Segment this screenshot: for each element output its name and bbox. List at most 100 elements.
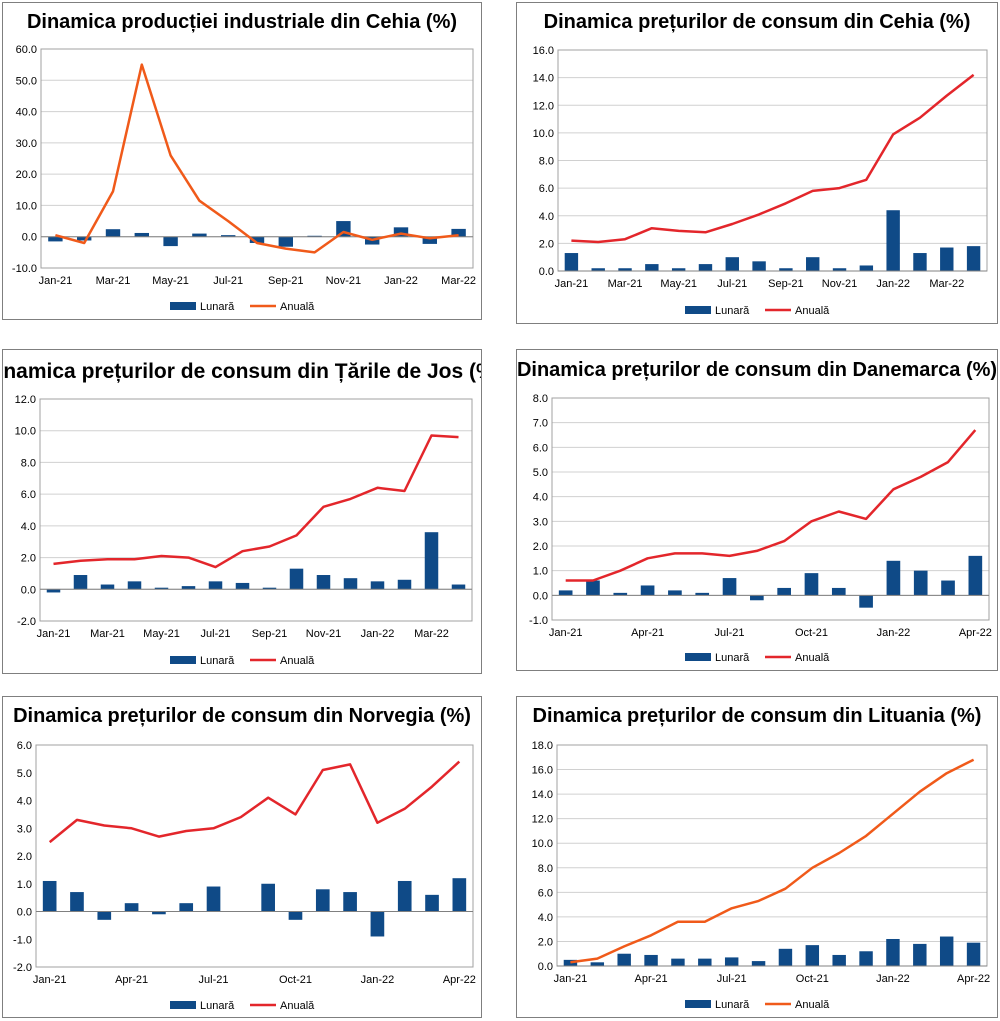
bar-monthly-may-21	[154, 587, 169, 590]
y-tick-label: -1.0	[13, 934, 32, 946]
chart-panel-cz-cpi: Dinamica prețurilor de consum din Cehia …	[516, 2, 998, 324]
x-tick-label: Mar-21	[608, 278, 643, 290]
y-tick-label: 0.0	[17, 907, 32, 919]
bar-monthly-jul-21	[722, 578, 737, 596]
bar-monthly-sep-21	[278, 236, 293, 247]
x-tick-label: Jan-22	[876, 278, 910, 290]
x-tick-label: May-21	[660, 278, 697, 290]
x-tick-label: Jul-21	[201, 628, 231, 640]
x-tick-label: Apr-22	[443, 974, 476, 986]
bar-monthly-nov-21	[831, 587, 846, 596]
bar-monthly-sep-21	[262, 587, 277, 590]
y-tick-label: 2.0	[21, 553, 36, 565]
bar-monthly-mar-21	[105, 229, 121, 237]
y-tick-label: 5.0	[533, 467, 548, 479]
y-tick-label: 4.0	[539, 211, 554, 223]
bar-monthly-apr-21	[640, 585, 655, 596]
bar-monthly-jan-22	[886, 560, 901, 596]
y-tick-label: 3.0	[533, 516, 548, 528]
y-tick-label: 16.0	[532, 765, 553, 777]
y-tick-label: 0.0	[538, 961, 553, 973]
legend-label-monthly: Lunară	[715, 652, 750, 664]
x-tick-label: Nov-21	[306, 628, 341, 640]
y-tick-label: 0.0	[533, 590, 548, 602]
y-tick-label: 5.0	[17, 768, 32, 780]
plot-area	[36, 745, 473, 967]
y-tick-label: 8.0	[21, 457, 36, 469]
y-tick-label: 10.0	[15, 426, 36, 438]
x-tick-label: Jul-21	[717, 973, 747, 985]
bar-monthly-sep-21	[777, 587, 791, 596]
x-tick-label: Apr-21	[631, 627, 664, 639]
bar-monthly-mar-22	[939, 936, 954, 966]
bar-monthly-jan-22	[393, 227, 409, 237]
bar-monthly-jan-22	[370, 911, 385, 937]
y-tick-label: 6.0	[539, 183, 554, 195]
y-tick-label: 3.0	[17, 823, 32, 835]
x-tick-label: Jul-21	[717, 278, 747, 290]
bar-monthly-jan-21	[48, 236, 63, 242]
legend-swatch-monthly	[685, 306, 711, 314]
bar-monthly-jan-21	[42, 880, 57, 912]
bar-monthly-jun-21	[698, 958, 712, 966]
line-annual	[48, 760, 461, 844]
y-tick-label: 2.0	[538, 936, 553, 948]
y-tick-label: 30.0	[16, 138, 37, 150]
bar-monthly-apr-22	[968, 555, 983, 596]
chart-svg-no-cpi: Dinamica prețurilor de consum din Norveg…	[13, 705, 476, 1012]
y-tick-label: 40.0	[16, 107, 37, 119]
x-tick-label: Jan-21	[39, 275, 73, 287]
y-tick-label: 2.0	[539, 238, 554, 250]
bar-monthly-oct-21	[289, 568, 304, 590]
x-tick-label: Oct-21	[796, 973, 829, 985]
bar-monthly-may-21	[671, 958, 685, 966]
legend-swatch-monthly	[685, 1000, 711, 1008]
bar-monthly-apr-21	[134, 232, 149, 237]
x-tick-label: Jan-21	[549, 627, 583, 639]
x-tick-label: Sep-21	[768, 278, 803, 290]
y-tick-label: 1.0	[533, 566, 548, 578]
bar-monthly-sep-21	[778, 948, 793, 966]
y-tick-label: 10.0	[532, 838, 553, 850]
x-tick-label: Jul-21	[199, 974, 229, 986]
bar-monthly-sep-21	[779, 268, 793, 271]
bar-monthly-apr-21	[124, 903, 139, 912]
y-tick-label: 10.0	[16, 200, 37, 212]
bar-monthly-mar-21	[97, 911, 112, 920]
x-tick-label: Jan-21	[555, 278, 589, 290]
x-tick-label: May-21	[152, 275, 189, 287]
bar-monthly-apr-21	[645, 264, 659, 271]
bar-monthly-nov-21	[832, 954, 846, 966]
bar-monthly-jun-21	[698, 264, 713, 271]
bar-monthly-nov-21	[315, 889, 330, 912]
x-tick-label: Nov-21	[326, 275, 361, 287]
bar-monthly-apr-22	[966, 246, 981, 271]
bar-monthly-jun-21	[192, 233, 207, 237]
x-tick-label: Mar-21	[90, 628, 125, 640]
x-tick-label: Jan-22	[384, 275, 418, 287]
x-tick-label: Sep-21	[268, 275, 303, 287]
bar-monthly-jul-21	[221, 235, 236, 237]
chart-title: Dinamica prețurilor de consum din Țările…	[3, 360, 481, 383]
legend-swatch-monthly	[685, 653, 711, 661]
x-tick-label: Jan-21	[554, 973, 588, 985]
x-tick-label: Apr-22	[959, 627, 992, 639]
y-tick-label: -2.0	[13, 962, 32, 974]
bar-monthly-feb-21	[586, 580, 600, 596]
y-tick-label: 4.0	[538, 912, 553, 924]
y-tick-label: 60.0	[16, 44, 37, 56]
legend-label-monthly: Lunară	[715, 305, 750, 317]
y-tick-label: 6.0	[538, 887, 553, 899]
bar-monthly-dec-21	[859, 951, 873, 966]
bar-monthly-may-21	[671, 268, 686, 271]
y-tick-label: 8.0	[538, 863, 553, 875]
bar-monthly-feb-22	[913, 943, 927, 966]
legend-label-monthly: Lunară	[200, 301, 235, 313]
chart-title: Dinamica prețurilor de consum din Cehia …	[544, 11, 971, 33]
bar-monthly-feb-21	[591, 268, 605, 271]
plot-border	[35, 744, 474, 968]
bar-monthly-nov-21	[832, 268, 847, 271]
x-tick-label: Mar-22	[414, 628, 449, 640]
y-tick-label: 6.0	[17, 740, 32, 752]
bar-monthly-mar-22	[940, 247, 954, 271]
